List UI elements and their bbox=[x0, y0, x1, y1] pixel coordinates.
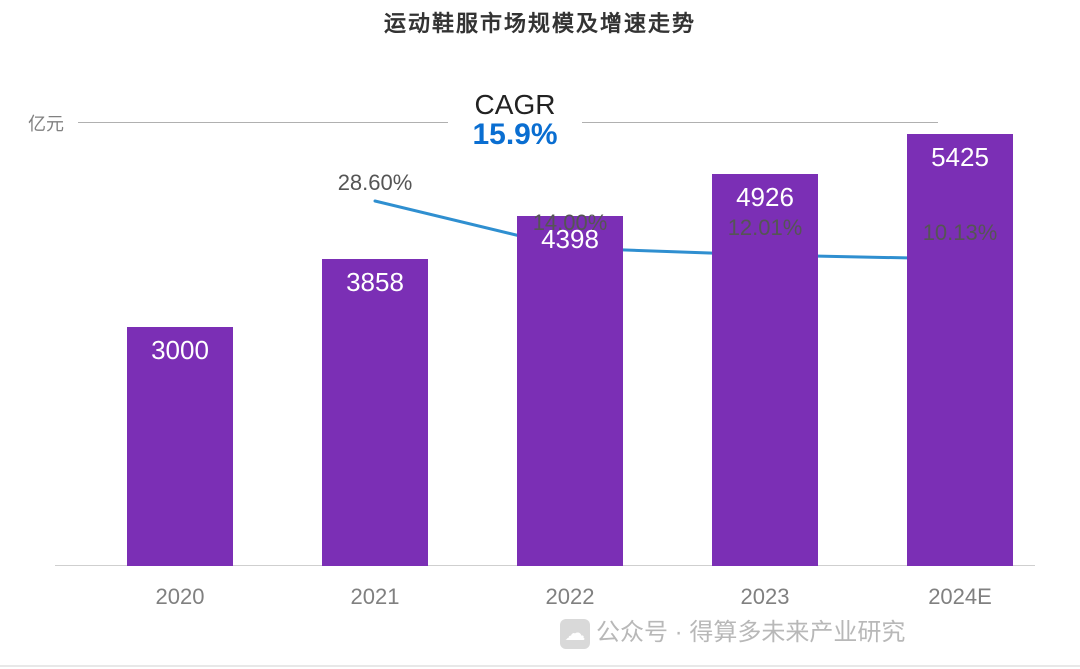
bar: 5425 bbox=[907, 134, 1013, 566]
category-label: 2023 bbox=[705, 584, 825, 610]
growth-rate-label: 12.01% bbox=[705, 215, 825, 241]
growth-rate-label: 14.00% bbox=[510, 210, 630, 236]
footer-rule bbox=[0, 665, 1080, 667]
growth-rate-label: 10.13% bbox=[900, 220, 1020, 246]
watermark-text: 公众号 · 得算多未来产业研究 bbox=[596, 619, 905, 646]
category-label: 2022 bbox=[510, 584, 630, 610]
chart-title: 运动鞋服市场规模及增速走势 bbox=[0, 6, 1080, 38]
bar: 3000 bbox=[127, 327, 233, 566]
bar: 4398 bbox=[517, 216, 623, 566]
bar: 3858 bbox=[322, 259, 428, 566]
bar-value-label: 4926 bbox=[712, 182, 818, 213]
bar-value-label: 3858 bbox=[322, 267, 428, 298]
growth-rate-label: 28.60% bbox=[315, 170, 435, 196]
category-label: 2024E bbox=[900, 584, 1020, 610]
chart-stage: 运动鞋服市场规模及增速走势 亿元 CAGR 15.9% 300038584398… bbox=[0, 0, 1080, 669]
wechat-icon: ☁ bbox=[560, 619, 590, 649]
source-watermark: ☁公众号 · 得算多未来产业研究 bbox=[560, 612, 905, 649]
bar-value-label: 5425 bbox=[907, 142, 1013, 173]
plot-area: 3000 3858 4398 4926 5425 28.60% 14.00% 12.01% 10… bbox=[55, 88, 1035, 566]
category-label: 2020 bbox=[120, 584, 240, 610]
category-label: 2021 bbox=[315, 584, 435, 610]
bar-value-label: 3000 bbox=[127, 335, 233, 366]
